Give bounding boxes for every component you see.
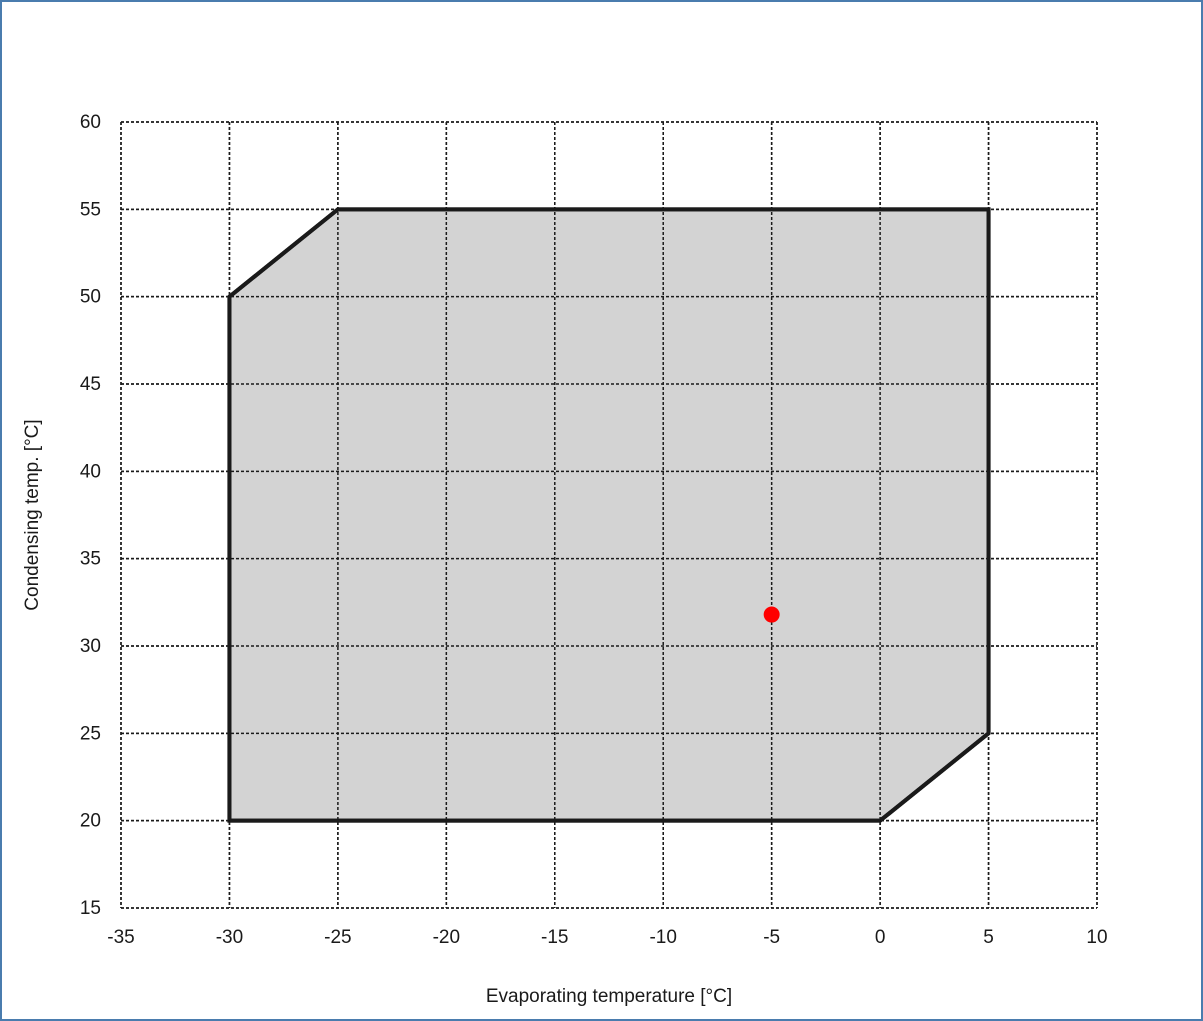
x-tick-label: -5 <box>763 927 780 948</box>
y-tick-label: 30 <box>80 636 101 657</box>
operating-point-marker <box>763 606 780 623</box>
x-tick-label: 0 <box>875 927 886 948</box>
x-tick-label: -10 <box>649 927 676 948</box>
y-tick-label: 60 <box>80 112 101 133</box>
x-tick-label: 10 <box>1086 927 1107 948</box>
grid-overlay <box>120 121 1098 909</box>
y-tick-label: 35 <box>80 549 101 570</box>
y-axis-label: Condensing temp. [°C] <box>22 419 43 610</box>
y-tick-labels: 15 20 25 30 35 40 45 50 55 60 <box>80 112 101 919</box>
x-tick-label: -35 <box>107 927 134 948</box>
y-tick-label: 45 <box>80 374 101 395</box>
y-tick-label: 55 <box>80 199 101 220</box>
y-tick-label: 50 <box>80 287 101 308</box>
x-tick-label: -30 <box>216 927 243 948</box>
y-tick-label: 20 <box>80 811 101 832</box>
x-tick-labels: -35 -30 -25 -20 -15 -10 -5 0 5 10 <box>107 927 1107 948</box>
x-tick-label: -20 <box>433 927 460 948</box>
x-tick-label: -15 <box>541 927 568 948</box>
x-tick-label: 5 <box>983 927 994 948</box>
y-tick-label: 15 <box>80 898 101 919</box>
y-tick-label: 25 <box>80 723 101 744</box>
operating-envelope <box>227 207 991 823</box>
y-tick-label: 40 <box>80 461 101 482</box>
operating-envelope-outline <box>227 207 991 823</box>
x-tick-label: -25 <box>324 927 351 948</box>
x-axis-label: Evaporating temperature [°C] <box>486 986 732 1007</box>
